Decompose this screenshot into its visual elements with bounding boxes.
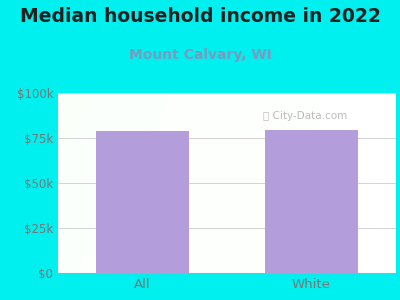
Bar	[96, 131, 189, 273]
Bar	[265, 130, 358, 273]
Text: Median household income in 2022: Median household income in 2022	[20, 8, 380, 26]
Text: Mount Calvary, WI: Mount Calvary, WI	[129, 48, 271, 62]
Text: ⓘ City-Data.com: ⓘ City-Data.com	[263, 111, 347, 122]
